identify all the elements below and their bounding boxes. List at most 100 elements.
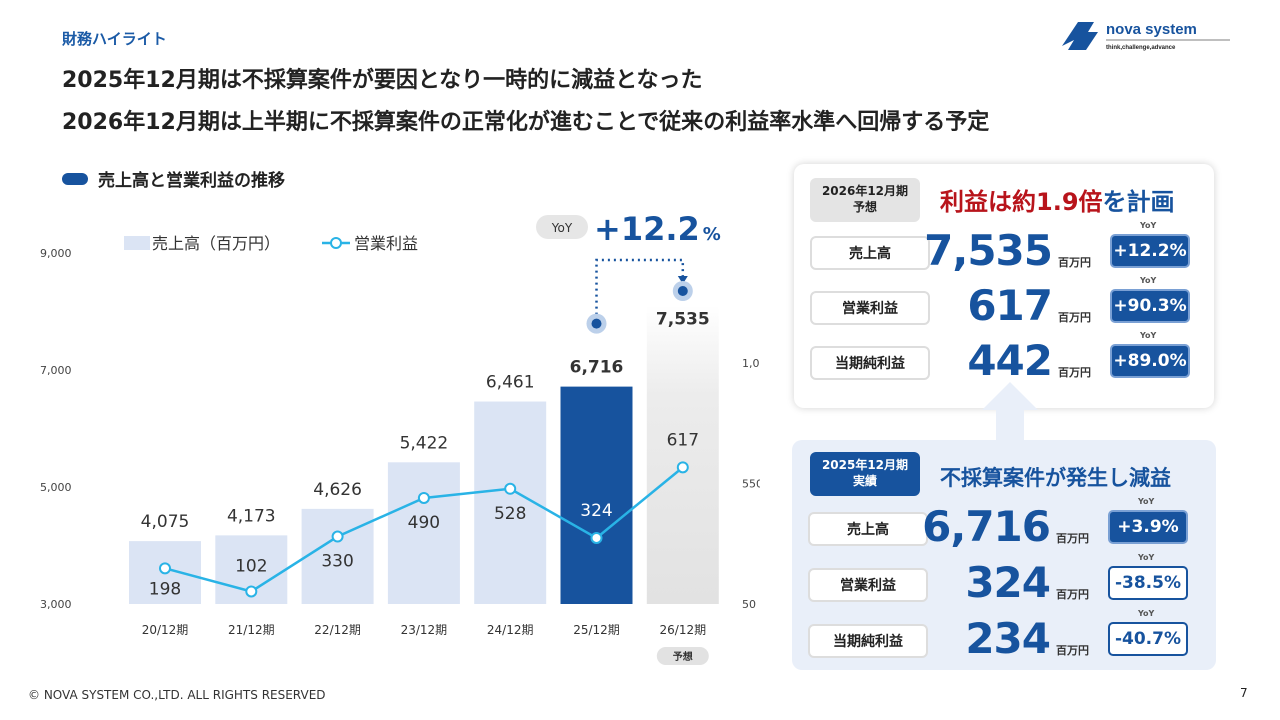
svg-text:nova system: nova system — [1106, 21, 1197, 38]
forecast-card: 2026年12月期 予想 利益は約1.9倍を計画 売上高 7,535 百万円 Y… — [794, 164, 1214, 408]
right-axis-tick: 550 — [742, 478, 760, 491]
bar-25/12期 — [560, 386, 633, 604]
line-value-label: 330 — [321, 552, 353, 572]
forecast-title: 利益は約1.9倍を計画 — [940, 182, 1175, 217]
left-axis-tick: 7,000 — [40, 364, 72, 377]
forecast-tag: 予想 — [673, 650, 693, 663]
line-point — [504, 482, 517, 495]
yoy-label: YoY — [1138, 497, 1155, 506]
forecast-title-highlight: 利益は約1.9倍 — [940, 188, 1103, 216]
sales-operating-profit-chart: 3,000 5,000 7,000 9,000 50 550 1,050 4,075 20/12… — [40, 210, 760, 665]
section-label: 財務ハイライト — [62, 30, 167, 48]
line-value-label: 490 — [408, 513, 440, 533]
headline-2: 2026年12月期は上半期に不採算案件の正常化が進むことで従来の利益率水準へ回帰… — [62, 110, 990, 135]
line-value-label: 528 — [494, 504, 526, 524]
legend-bar-swatch — [124, 236, 150, 250]
right-axis-tick: 1,050 — [742, 357, 760, 370]
bar-value-label: 4,173 — [227, 506, 276, 526]
line-value-label: 324 — [580, 501, 612, 521]
chart-subheading: 売上高と営業利益の推移 — [62, 166, 285, 191]
x-axis-label: 25/12期 — [573, 623, 620, 637]
yoy-badge: +89.0% — [1110, 344, 1190, 378]
left-axis-tick: 9,000 — [40, 247, 72, 260]
company-logo: nova system think,challenge,advance — [1058, 16, 1238, 56]
metric-value: 7,535 — [924, 226, 1053, 275]
marker-dot — [591, 318, 602, 329]
metric-unit: 百万円 — [1058, 311, 1091, 324]
line-point — [245, 585, 258, 598]
metric-unit: 百万円 — [1056, 532, 1089, 545]
yoy-callout-unit: % — [703, 224, 721, 245]
yoy-label: YoY — [1140, 331, 1157, 340]
metric-label: 当期純利益 — [808, 624, 928, 658]
line-point — [159, 562, 171, 575]
yoy-label: YoY — [1138, 609, 1155, 618]
yoy-pill-label: YoY — [551, 221, 573, 235]
right-axis-tick: 50 — [742, 598, 756, 611]
metric-unit: 百万円 — [1058, 366, 1091, 379]
metric-value: 234 — [965, 614, 1051, 663]
metric-value: 6,716 — [922, 502, 1051, 551]
bar-value-label: 6,716 — [570, 358, 624, 378]
line-value-label: 198 — [149, 579, 181, 599]
bar-23/12期 — [387, 462, 460, 604]
logo-mark-icon: nova system think,challenge,advance — [1062, 21, 1230, 51]
metric-label: 営業利益 — [808, 568, 928, 602]
bar-26/12期 — [646, 305, 719, 604]
legend-line-marker — [330, 237, 342, 249]
yoy-label: YoY — [1140, 221, 1157, 230]
yoy-badge: +3.9% — [1108, 510, 1188, 544]
bar-value-label: 6,461 — [486, 373, 535, 393]
metric-label: 営業利益 — [810, 291, 930, 325]
yoy-connector — [595, 258, 685, 327]
yoy-pill — [536, 215, 588, 239]
forecast-tag-bg — [656, 647, 709, 665]
line-value-label: 102 — [235, 556, 267, 576]
metric-label: 売上高 — [810, 236, 930, 270]
actual-card: 2025年12月期 実績 不採算案件が発生し減益 売上高 6,716 百万円 Y… — [792, 440, 1216, 670]
metric-unit: 百万円 — [1056, 644, 1089, 657]
yoy-badge: +12.2% — [1110, 234, 1190, 268]
actual-period-tag: 2025年12月期 実績 — [810, 452, 920, 496]
yoy-badge: +90.3% — [1110, 289, 1190, 323]
left-axis-tick: 5,000 — [40, 481, 72, 494]
headline-1: 2025年12月期は不採算案件が要因となり一時的に減益となった — [62, 68, 703, 93]
yoy-label: YoY — [1140, 276, 1157, 285]
copyright: © NOVA SYSTEM CO.,LTD. ALL RIGHTS RESERV… — [28, 688, 326, 702]
metric-value: 324 — [965, 558, 1051, 607]
metric-unit: 百万円 — [1056, 588, 1089, 601]
x-axis-label: 20/12期 — [142, 623, 189, 637]
legend-line-label: 営業利益 — [354, 234, 418, 253]
metric-unit: 百万円 — [1058, 256, 1091, 269]
bar-value-label: 5,422 — [400, 433, 449, 453]
x-axis-label: 22/12期 — [314, 623, 361, 637]
line-point — [417, 491, 430, 504]
arrowhead-icon — [677, 276, 688, 284]
forecast-title-rest: を計画 — [1102, 188, 1175, 216]
actual-title: 不採算案件が発生し減益 — [940, 466, 1171, 490]
metric-label: 売上高 — [808, 512, 928, 546]
svg-text:think,challenge,advance: think,challenge,advance — [1106, 45, 1176, 51]
metric-label: 当期純利益 — [810, 346, 930, 380]
bar-value-label: 7,535 — [656, 310, 710, 330]
marker-dot — [677, 286, 688, 296]
line-point — [590, 531, 603, 544]
yoy-badge: -40.7% — [1108, 622, 1188, 656]
left-axis-tick: 3,000 — [40, 598, 72, 611]
x-axis-label: 26/12期 — [660, 623, 707, 637]
line-value-label: 617 — [667, 430, 699, 450]
x-axis-label: 23/12期 — [401, 623, 448, 637]
chart-subheading-text: 売上高と営業利益の推移 — [98, 171, 285, 191]
bullet-pill — [62, 172, 88, 185]
bar-value-label: 4,075 — [141, 512, 190, 532]
up-arrow-icon — [982, 382, 1038, 442]
yoy-callout-value: +12.2 — [594, 210, 700, 248]
bar-value-label: 4,626 — [313, 480, 362, 500]
forecast-period-tag: 2026年12月期 予想 — [810, 178, 920, 222]
x-axis-label: 21/12期 — [228, 623, 275, 637]
page-number: 7 — [1240, 686, 1248, 700]
metric-value: 442 — [967, 336, 1053, 385]
line-point — [676, 461, 689, 474]
line-point — [331, 530, 344, 543]
yoy-label: YoY — [1138, 553, 1155, 562]
